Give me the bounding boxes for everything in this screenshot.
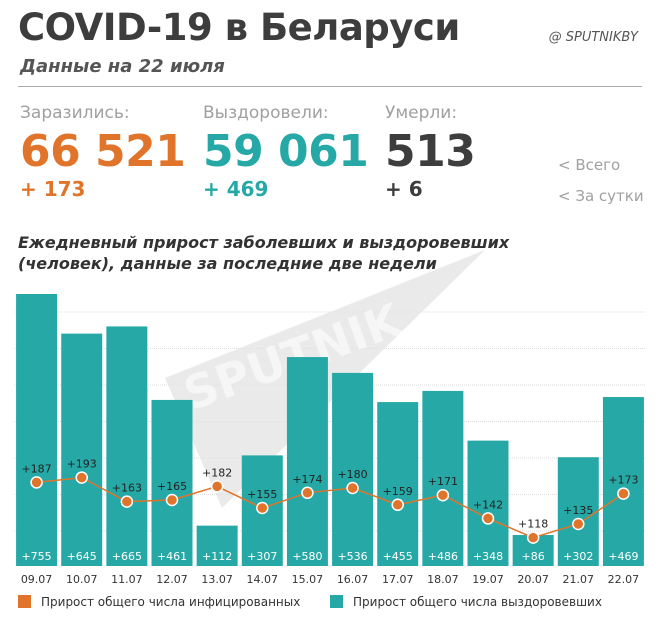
page-title: COVID-19 в Беларуси xyxy=(18,6,460,49)
x-tick-label: 10.07 xyxy=(66,573,98,586)
x-tick-label: 22.07 xyxy=(608,573,640,586)
bar-recovered xyxy=(332,372,374,566)
stat-deaths: Умерли: 513 + 6 xyxy=(385,103,476,201)
point-label-infected: +159 xyxy=(383,485,413,498)
chart-title: Ежедневный прирост заболевших и выздоров… xyxy=(18,233,510,273)
side-legend-total: < Всего xyxy=(558,156,621,174)
stat-deaths-total: 513 xyxy=(385,126,476,177)
bar-label-recovered: +307 xyxy=(247,550,277,563)
bar-label-recovered: +469 xyxy=(608,550,638,563)
point-label-infected: +187 xyxy=(21,462,51,475)
stat-infected: Заразились: 66 521 + 173 xyxy=(20,103,186,201)
x-tick-label: 17.07 xyxy=(382,573,414,586)
point-infected xyxy=(391,498,404,512)
x-tick-label: 20.07 xyxy=(517,573,549,586)
legend-swatch-infected xyxy=(18,595,31,608)
bar-series: +755 +645 +665 +461 +112 +307 +580 +536 +455 +486… xyxy=(16,294,644,566)
bar-recovered xyxy=(602,397,644,566)
stat-recovered-delta: + 469 xyxy=(203,177,269,201)
bar-recovered xyxy=(467,440,509,566)
bar-recovered xyxy=(377,402,419,566)
line-series: +187 +193 +163 +165 +182 +155 +174 +180 +159 +171… xyxy=(21,458,639,544)
x-tick-label: 15.07 xyxy=(292,573,324,586)
stat-infected-label: Заразились: xyxy=(20,103,130,123)
point-label-infected: +142 xyxy=(473,498,503,511)
x-tick-label: 19.07 xyxy=(472,573,504,586)
x-tick-label: 13.07 xyxy=(201,573,233,586)
bar-label-recovered: +755 xyxy=(21,550,51,563)
point-infected xyxy=(481,512,495,525)
point-infected xyxy=(210,480,224,493)
point-infected xyxy=(436,488,450,502)
point-label-infected: +163 xyxy=(112,482,142,495)
point-infected xyxy=(165,493,179,507)
stat-recovered-label: Выздоровели: xyxy=(203,103,329,123)
x-tick-label: 11.07 xyxy=(111,573,143,586)
bar-recovered xyxy=(557,457,599,566)
bar-recovered xyxy=(61,333,103,566)
point-infected xyxy=(346,481,359,495)
bar-label-recovered: +665 xyxy=(112,550,142,563)
point-infected xyxy=(75,471,88,484)
bar-label-recovered: +486 xyxy=(428,550,458,563)
side-legend-daily: < За сутки xyxy=(558,187,644,205)
x-tick-label: 12.07 xyxy=(156,573,188,586)
point-label-infected: +135 xyxy=(563,504,593,517)
bar-recovered xyxy=(151,399,193,566)
stat-recovered-total: 59 061 xyxy=(203,126,369,177)
point-label-infected: +173 xyxy=(608,474,638,487)
bar-label-recovered: +86 xyxy=(522,550,545,563)
stat-infected-delta: + 173 xyxy=(20,177,86,201)
header-divider xyxy=(18,86,642,87)
stat-deaths-label: Умерли: xyxy=(385,103,458,123)
bar-label-recovered: +536 xyxy=(337,550,367,563)
point-infected xyxy=(301,486,314,500)
x-tick-label: 21.07 xyxy=(563,573,595,586)
bar-label-recovered: +461 xyxy=(157,550,187,563)
bar-recovered xyxy=(16,294,58,566)
legend-label-infected: Прирост общего числа инфицированных xyxy=(41,595,301,609)
legend-swatch-recovered xyxy=(330,595,343,608)
x-tick-label: 16.07 xyxy=(337,573,369,586)
bar-recovered xyxy=(196,525,238,566)
line-infected xyxy=(36,476,624,539)
point-infected xyxy=(526,531,540,544)
brand-tag[interactable]: @ SPUTNIKBY xyxy=(548,30,638,45)
legend-recovered: Прирост общего числа выздоровевших xyxy=(330,595,602,609)
point-label-infected: +118 xyxy=(518,518,548,531)
x-tick-label: 09.07 xyxy=(21,573,53,586)
point-infected xyxy=(256,501,269,515)
point-label-infected: +193 xyxy=(67,458,97,471)
point-label-infected: +155 xyxy=(247,488,277,501)
bar-label-recovered: +645 xyxy=(67,550,97,563)
point-label-infected: +165 xyxy=(157,480,187,493)
x-tick-label: 18.07 xyxy=(427,573,459,586)
bar-recovered xyxy=(422,390,464,566)
legend-label-recovered: Прирост общего числа выздоровевших xyxy=(353,595,602,609)
bar-label-recovered: +302 xyxy=(563,550,593,563)
point-infected xyxy=(30,476,43,489)
bar-label-recovered: +580 xyxy=(292,550,322,563)
bar-label-recovered: +112 xyxy=(202,550,232,563)
point-label-infected: +174 xyxy=(292,473,322,486)
point-label-infected: +180 xyxy=(337,468,367,481)
page-subtitle: Данные на 22 июля xyxy=(20,56,225,77)
bar-label-recovered: +455 xyxy=(383,550,413,563)
point-infected xyxy=(572,517,585,531)
point-infected xyxy=(617,487,630,500)
legend-infected: Прирост общего числа инфицированных xyxy=(18,595,300,609)
point-infected xyxy=(120,495,134,508)
stat-recovered: Выздоровели: 59 061 + 469 xyxy=(203,103,369,201)
bar-label-recovered: +348 xyxy=(473,550,503,563)
bar-recovered xyxy=(286,357,328,566)
stat-infected-total: 66 521 xyxy=(20,126,186,177)
x-axis: 09.07 10.07 11.07 12.07 13.07 14.07 15.07 16.07… xyxy=(21,573,639,586)
bar-recovered xyxy=(106,326,148,566)
x-tick-label: 14.07 xyxy=(247,573,279,586)
point-label-infected: +182 xyxy=(202,466,232,479)
point-label-infected: +171 xyxy=(428,475,458,488)
stat-deaths-delta: + 6 xyxy=(385,177,423,201)
